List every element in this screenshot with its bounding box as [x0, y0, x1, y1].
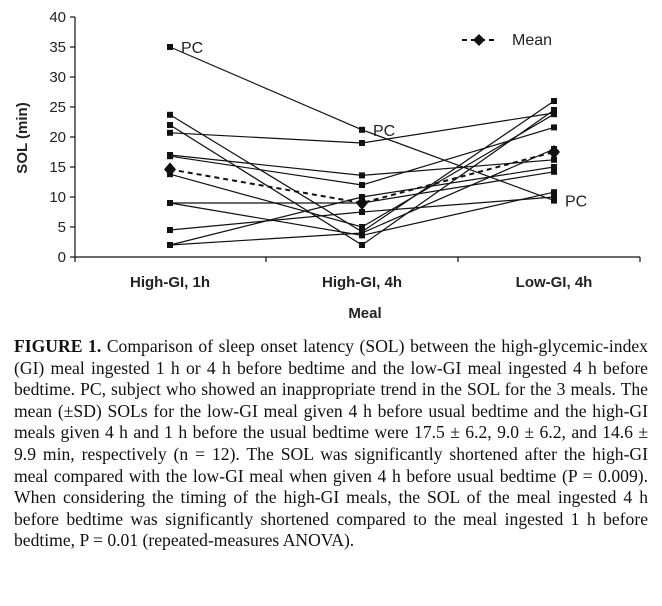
legend-diamond-icon [473, 34, 485, 46]
data-point [167, 122, 173, 128]
data-point [359, 209, 365, 215]
data-point [359, 182, 365, 188]
mean-series [164, 145, 560, 210]
x-tick-label: Low-GI, 4h [516, 274, 593, 291]
subject-series [167, 124, 557, 188]
data-point [359, 230, 365, 236]
legend: Mean [462, 32, 552, 49]
data-point [167, 129, 173, 136]
figure-caption: FIGURE 1. Comparison of sleep onset late… [14, 336, 648, 552]
y-tick-label: 5 [58, 219, 66, 236]
data-point [359, 224, 365, 230]
mean-line [169, 151, 555, 205]
y-tick-label: 20 [49, 129, 66, 146]
pc-annotation: PC [181, 40, 203, 57]
pc-annotation: PC [373, 123, 395, 140]
mean-point [356, 196, 368, 210]
pc-annotation: PC [565, 194, 587, 211]
x-axis-title: Meal [348, 305, 381, 322]
caption-label: FIGURE 1. [14, 336, 102, 356]
data-point [359, 242, 365, 248]
data-point [551, 98, 557, 104]
data-point [551, 197, 557, 204]
sol-line-chart: 0 5 10 15 20 25 30 35 40 High-GI, 1h High-GI, 4h Lo… [14, 9, 641, 322]
y-tick-label: 10 [49, 189, 66, 206]
data-point [359, 140, 365, 146]
caption-text: Comparison of sleep onset latency (SOL) … [14, 336, 648, 551]
axes: 0 5 10 15 20 25 30 35 40 High-GI, 1h High-GI, 4h Lo… [49, 9, 641, 291]
data-point [167, 153, 173, 160]
data-point [551, 164, 557, 170]
y-tick-label: 25 [49, 99, 66, 116]
data-point [551, 111, 557, 118]
data-point [359, 172, 365, 179]
data-point [551, 189, 557, 196]
series-layer: PC PC PC [164, 40, 587, 248]
data-point [167, 111, 173, 118]
data-point [359, 126, 365, 133]
y-tick-label: 40 [49, 9, 66, 26]
subject-series [167, 152, 557, 179]
legend-label: Mean [512, 32, 552, 49]
data-point [551, 194, 557, 200]
y-tick-label: 15 [49, 159, 66, 176]
data-point [167, 242, 173, 248]
data-point [551, 124, 557, 131]
y-tick-label: 35 [49, 39, 66, 56]
y-tick-label: 30 [49, 69, 66, 86]
mean-point [164, 162, 176, 177]
subject-series [167, 194, 557, 233]
y-axis-title: SOL (min) [14, 102, 31, 173]
data-point [167, 200, 173, 206]
data-point [167, 227, 173, 233]
data-point [551, 168, 557, 175]
x-tick-label: High-GI, 4h [322, 274, 402, 291]
data-point [551, 156, 557, 163]
mean-point [548, 145, 560, 159]
y-tick-label: 0 [58, 249, 66, 266]
x-tick-label: High-GI, 1h [130, 274, 210, 291]
data-point [167, 44, 173, 50]
